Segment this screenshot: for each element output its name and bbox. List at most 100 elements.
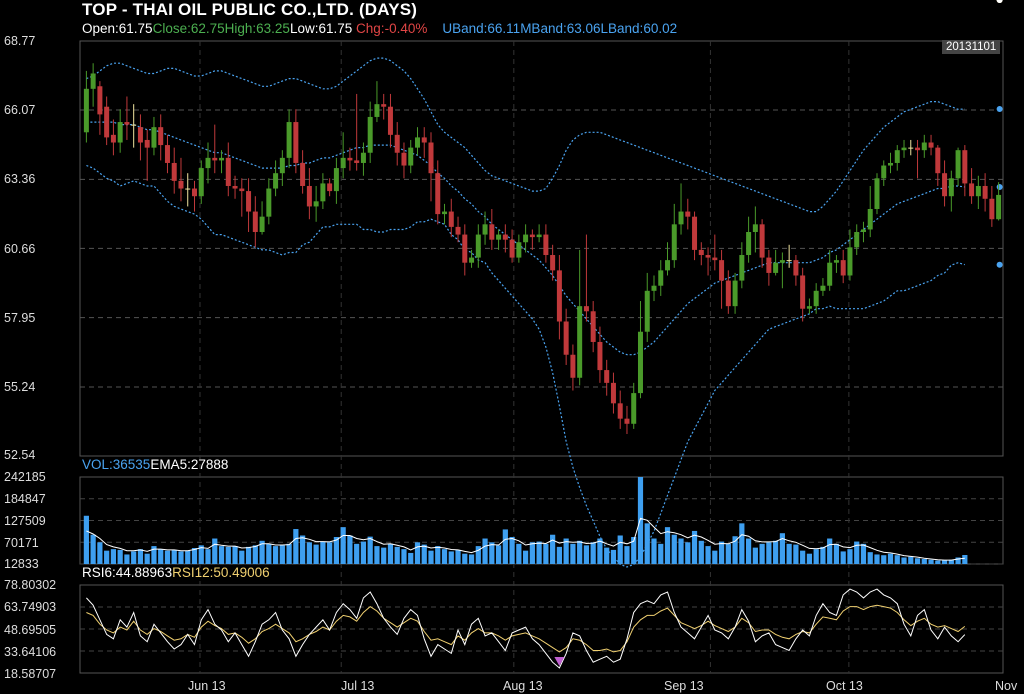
volume-bar [394,546,400,564]
volume-bar [374,546,380,564]
volume-bar [279,545,285,564]
volume-bar [340,527,346,564]
volume-bar [914,558,921,564]
candle-body [955,150,961,179]
volume-bar [306,542,312,564]
low-label: Low: [289,21,319,36]
bollinger-upper-line-endpoint [996,106,1003,113]
volume-bar [441,549,448,564]
candle-body [894,150,900,163]
volume-bar [698,540,704,564]
candle-body [435,173,441,215]
candle-body [908,147,914,149]
candle-body [110,134,116,143]
volume-bar [644,523,650,564]
volume-bar [455,549,461,564]
price-tick-6: 52.54 [4,448,36,462]
volume-bar [97,542,103,564]
candle-body [921,142,927,151]
candle-body [124,122,130,125]
rsi6-value: 44.88963 [115,565,173,580]
volume-bar [191,548,198,564]
uband-label: UBand: [442,21,488,36]
candle-body [523,234,529,243]
candle-body [617,403,623,419]
vol-label: VOL: [82,457,113,472]
candle-body [273,173,279,189]
volume-bar [198,545,204,564]
volume-bar [597,538,603,564]
candle-body [83,88,89,133]
candle-body [982,185,988,199]
candle-body [387,106,393,135]
volume-bar [712,550,718,564]
volume-bar [401,549,407,564]
candle-body [827,262,833,286]
candle-body [671,224,677,261]
candle-body [516,242,522,258]
volume-bar [164,550,171,564]
volume-bar [252,545,258,564]
candle-body [502,234,508,240]
volume-bar [779,533,785,564]
candle-body [651,285,657,291]
volume-bar [705,546,711,564]
volume-bar [631,537,637,564]
candle-body [421,137,427,143]
candle-body [725,280,731,307]
rsi6-line [86,588,966,669]
rsi-tick-4: 18.58707 [4,667,57,681]
volume-bar [502,529,508,564]
volume-info-bar: VOL:36535EMA5:27888 [82,457,228,472]
volume-bar [833,543,840,564]
candle-body [786,260,792,262]
candle-body [489,224,495,240]
high-label: High: [224,21,257,36]
volume-bar [144,553,150,564]
candle-body [171,162,177,181]
candle-body [847,247,853,276]
volume-tick-1: 184847 [4,492,46,506]
candle-body [327,183,333,192]
candle-body [509,239,515,258]
month-label-sep: Sep 13 [664,679,704,693]
candle-body [637,331,643,394]
volume-bar [495,545,502,564]
candle-body [806,306,812,309]
volume-bar [523,550,529,564]
candle-body [360,152,366,163]
volume-bar [286,543,292,564]
candle-body [191,188,197,197]
volume-bar [637,477,644,564]
candle-body [158,127,164,146]
candle-body [354,160,360,163]
volume-bar [854,541,860,564]
candle-body [577,306,583,378]
volume-tick-4: 12833 [4,557,39,571]
volume-bar [570,543,576,564]
candle-body [779,260,785,263]
candle-body [840,260,846,276]
candle-body [570,354,576,378]
lband-value: 60.02 [643,21,678,36]
chg-value: -0.40% [384,21,428,36]
candle-body [185,188,191,190]
candle-body [137,127,143,143]
volume-bar [610,549,617,564]
candle-body [401,152,407,166]
volume-bar [448,551,454,564]
volume-bar [212,538,218,564]
candle-body [556,270,562,322]
candle-body [475,234,481,258]
rsi6-label: RSI6: [82,565,116,580]
rsi12-line [86,604,966,653]
candle-body [455,226,461,235]
volume-bar [354,543,360,564]
volume-bar [685,542,691,564]
rsi-signal-marker [554,657,565,667]
volume-bar [793,544,799,564]
volume-bar [813,549,819,564]
open-value: 61.75 [118,21,153,36]
candle-body [705,255,711,258]
